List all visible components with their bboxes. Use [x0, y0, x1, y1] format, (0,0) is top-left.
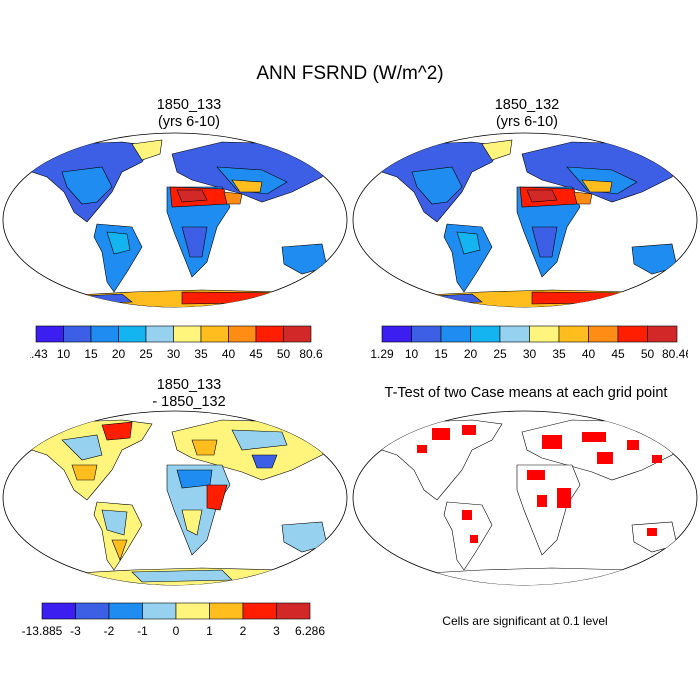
colorbar-2: 1.29 10 15 20 25 30 35 40 45 50 80.46	[370, 325, 688, 361]
south-america-region	[443, 223, 493, 293]
colorbar-label: 40	[582, 347, 596, 361]
colorbar-label: 80.6	[299, 347, 323, 361]
colorbar-label: 0	[173, 624, 180, 638]
figure-title: ANN FSRND (W/m^2)	[256, 63, 444, 84]
panel-1-title-line1: 1850_133	[156, 97, 222, 113]
antarctica-region	[353, 289, 697, 307]
colorbar-label: 35	[194, 347, 208, 361]
colorbar-swatch	[647, 325, 678, 343]
antarctica-outline	[353, 567, 697, 585]
colorbar-label: 25	[493, 347, 507, 361]
south-america-region	[93, 223, 143, 293]
colorbar-swatch	[381, 325, 412, 343]
colorbar-label: 20	[464, 347, 478, 361]
colorbar-label: 10	[57, 347, 71, 361]
panel-3-title-line2: - 1850_132	[152, 394, 226, 410]
map-panel-1	[2, 132, 348, 308]
australia-region	[281, 521, 328, 553]
panel-4-title: T-Test of two Case means at each grid po…	[352, 385, 700, 402]
colorbar-swatch	[529, 325, 560, 343]
colorbar-swatch	[558, 325, 589, 343]
colorbar-label: 30	[523, 347, 537, 361]
colorbar-swatch	[617, 325, 648, 343]
colorbar-label: 1.29	[370, 347, 394, 361]
colorbar-swatch	[90, 325, 119, 343]
colorbar-swatch	[276, 602, 311, 620]
colorbar-label: 45	[611, 347, 625, 361]
significant-cells	[417, 425, 662, 543]
colorbar-swatch	[200, 325, 229, 343]
colorbar-swatch	[499, 325, 530, 343]
colorbar-swatch	[209, 602, 244, 620]
australia-region	[631, 243, 678, 275]
colorbar-swatch	[440, 325, 471, 343]
map-panel-4	[352, 410, 698, 586]
colorbar-label: 30	[167, 347, 181, 361]
colorbar-swatch	[35, 325, 64, 343]
colorbar-label: 20	[112, 347, 126, 361]
map-panel-2	[352, 132, 698, 308]
africa-outline	[516, 464, 581, 556]
colorbar-label: 25	[139, 347, 153, 361]
panel-1-title: 1850_133 (yrs 6-10)	[32, 97, 346, 131]
colorbar-label: -2	[104, 624, 115, 638]
colorbar-swatch	[145, 325, 174, 343]
panel-2-title: 1850_132 (yrs 6-10)	[370, 97, 684, 131]
colorbar-label: 1	[206, 624, 213, 638]
colorbar-label: 10	[405, 347, 419, 361]
colorbar-label: 15	[84, 347, 98, 361]
panel-2-title-line2: (yrs 6-10)	[495, 114, 559, 130]
colorbar-swatch	[108, 602, 143, 620]
panel-2-title-line1: 1850_132	[494, 97, 560, 113]
colorbar-label: 1.43	[30, 347, 48, 361]
colorbar-swatch	[255, 325, 284, 343]
colorbar-swatch	[470, 325, 501, 343]
colorbar-label: 50	[641, 347, 655, 361]
colorbar-swatch	[118, 325, 147, 343]
australia-region	[281, 243, 328, 275]
colorbar-swatch	[75, 602, 110, 620]
colorbar-1: 1.43 10 15 20 25 30 35 40 45 50 80.6	[30, 325, 323, 361]
colorbar-swatch	[411, 325, 442, 343]
colorbar-label: 40	[222, 347, 236, 361]
colorbar-swatch	[242, 602, 277, 620]
colorbar-swatch	[173, 325, 202, 343]
colorbar-label: 6.286	[295, 624, 325, 638]
colorbar-swatch	[588, 325, 619, 343]
map-panel-3	[2, 410, 348, 586]
panel-1-title-line2: (yrs 6-10)	[157, 114, 221, 130]
panel-4-title-line1: T-Test of two Case means at each grid po…	[384, 385, 668, 401]
significance-note: Cells are significant at 0.1 level	[442, 614, 608, 628]
colorbar-label: 45	[249, 347, 263, 361]
colorbar-label: 35	[552, 347, 566, 361]
colorbar-label: 3	[273, 624, 280, 638]
colorbar-label: -13.885	[22, 624, 63, 638]
colorbar-label: 2	[240, 624, 247, 638]
colorbar-3: -13.885 -3 -2 -1 0 1 2 3 6.286	[22, 602, 325, 638]
antarctica-region	[3, 289, 347, 307]
colorbar-swatch	[283, 325, 312, 343]
panel-3-title-line1: 1850_133	[156, 377, 222, 393]
colorbar-swatch	[142, 602, 177, 620]
colorbar-swatch	[228, 325, 257, 343]
panel-3-title: 1850_133 - 1850_132	[32, 377, 346, 411]
colorbar-swatch	[41, 602, 76, 620]
colorbar-label: 80.46	[662, 347, 688, 361]
colorbar-label: -1	[137, 624, 148, 638]
colorbar-label: -3	[70, 624, 81, 638]
colorbar-swatch	[175, 602, 210, 620]
south-america-outline	[443, 501, 493, 571]
north-america-outline	[381, 419, 503, 501]
colorbar-label: 50	[277, 347, 291, 361]
colorbar-label: 15	[434, 347, 448, 361]
australia-outline	[631, 521, 678, 553]
colorbar-swatch	[63, 325, 92, 343]
